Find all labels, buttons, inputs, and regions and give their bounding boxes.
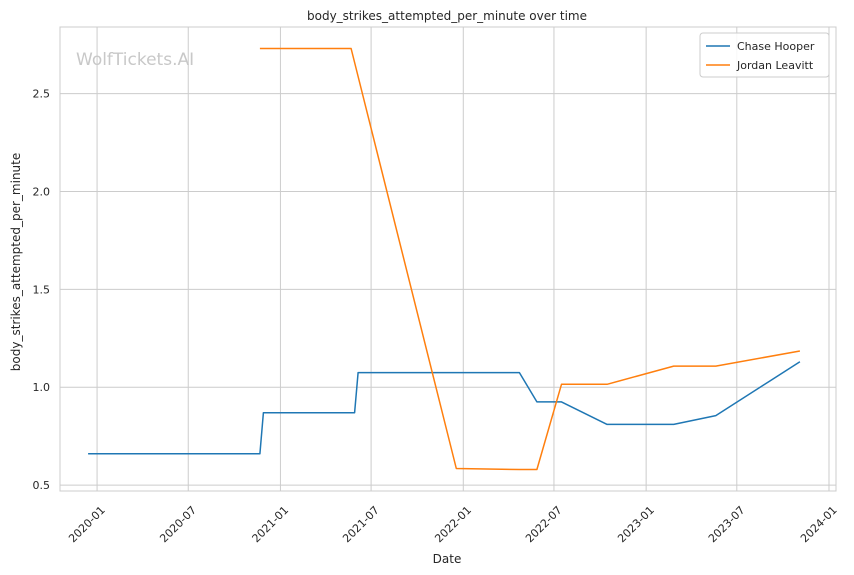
y-tick-label: 0.5: [33, 479, 51, 492]
y-axis-title: body_strikes_attempted_per_minute: [9, 153, 23, 371]
plot-frame: [59, 26, 837, 492]
y-tick-label: 1.5: [33, 283, 51, 296]
legend-box: [699, 32, 830, 78]
x-axis-title: Date: [433, 552, 462, 566]
legend-label-jordan-leavitt: Jordan Leavitt: [736, 59, 814, 72]
series-lines: [88, 47, 801, 471]
y-tick-label: 2.5: [33, 88, 51, 101]
chart-title: body_strikes_attempted_per_minute over t…: [307, 9, 587, 23]
watermark-text: WolfTickets.AI: [76, 50, 194, 70]
series-line-chase-hooper: [88, 361, 801, 455]
legend: Chase Hooper Jordan Leavitt: [699, 32, 830, 78]
y-tick-label: 2.0: [33, 185, 51, 198]
series-line-jordan-leavitt: [259, 47, 801, 471]
y-tick-label: 1.0: [33, 381, 51, 394]
y-axis-ticks: 0.5 1.0 1.5 2.0 2.5: [33, 88, 51, 493]
grid: [60, 27, 836, 491]
legend-label-chase-hooper: Chase Hooper: [737, 40, 815, 53]
